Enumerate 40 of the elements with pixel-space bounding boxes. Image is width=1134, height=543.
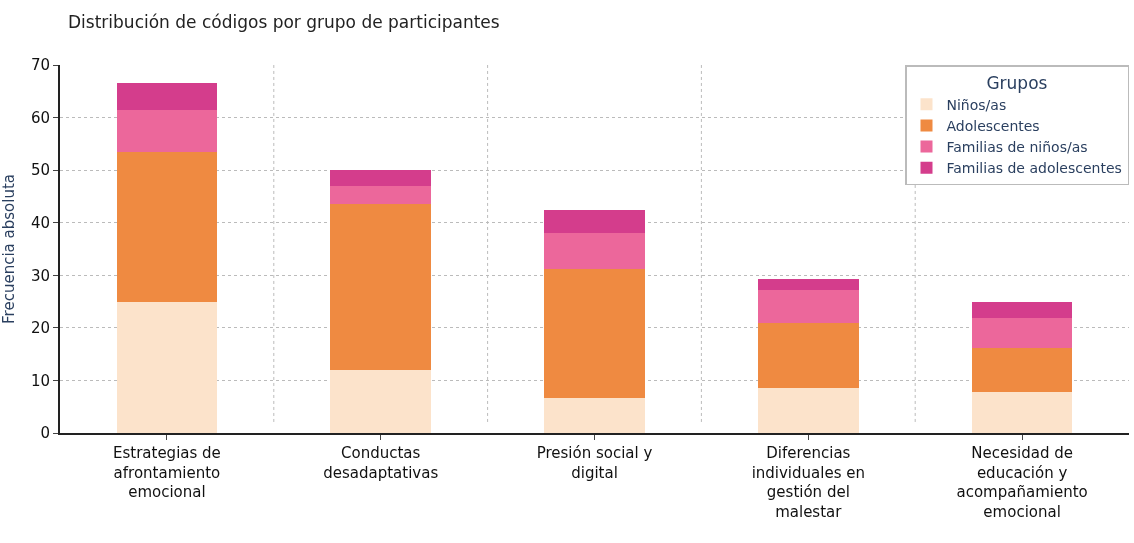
x-tick-label: Estrategias de afrontamiento emocional [112, 444, 221, 501]
bar [330, 369, 431, 433]
y-tick-label: 10 [30, 371, 50, 390]
bar [116, 151, 218, 302]
bar [116, 109, 218, 152]
bar [971, 348, 1073, 392]
bar [758, 290, 859, 323]
legend-title: Grupos [986, 72, 1048, 93]
y-tick-label: 50 [30, 161, 50, 180]
legend-label: Niños/as [946, 96, 1007, 113]
y-tick-label: 0 [40, 424, 50, 443]
y-tick-label: 20 [30, 319, 50, 338]
y-tick-label: 60 [30, 108, 50, 127]
legend-label: Familias de adolescentes [946, 160, 1122, 177]
legend-label: Adolescentes [946, 117, 1040, 134]
bar [544, 210, 645, 234]
bar [971, 301, 1073, 319]
bar [758, 278, 859, 291]
y-tick-label: 40 [30, 213, 50, 232]
bar [758, 387, 859, 433]
bar [116, 301, 218, 433]
x-tick-label: Conductas desadaptativas [323, 444, 439, 482]
legend-label: Familias de niños/as [946, 139, 1088, 156]
x-tick-label: Necesidad de educación y acompañamiento emocional [956, 444, 1088, 521]
bar [116, 83, 218, 110]
bar [330, 185, 431, 205]
bar [971, 318, 1073, 349]
bar [544, 233, 645, 269]
bar [330, 204, 431, 370]
chart-title: Distribución de códigos por grupo de participantes [68, 12, 500, 33]
bar [544, 268, 645, 398]
bar [971, 391, 1073, 433]
bar [544, 397, 645, 433]
y-axis-title: Frecuencia absoluta [0, 174, 18, 324]
y-tick-label: 70 [30, 56, 50, 75]
x-tick-label: Diferencias individuales en gestión del malestar [751, 444, 865, 521]
bar [758, 322, 859, 388]
y-tick-label: 30 [30, 266, 50, 285]
bar [330, 170, 431, 186]
x-tick-label: Presión social y digital [536, 444, 653, 482]
